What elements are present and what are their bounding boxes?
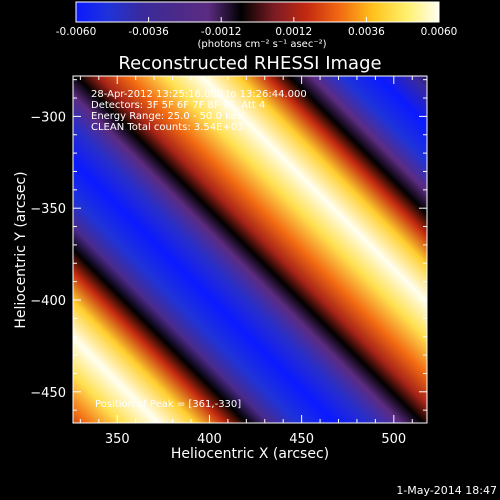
x-tick-label: 450 <box>289 432 314 447</box>
colorbar-tick-label: -0.0012 <box>201 26 242 38</box>
heatmap-image <box>73 76 427 423</box>
y-axis-title: Heliocentric Y (arcsec) <box>13 171 29 328</box>
x-tick-label: 500 <box>381 432 406 447</box>
y-axis: −300 −350 −400 −450 <box>30 79 427 411</box>
colorbar-tick-label: 0.0036 <box>348 26 385 38</box>
chart-title: Reconstructed RHESSI Image <box>118 53 381 74</box>
x-tick-label: 350 <box>105 432 130 447</box>
colorbar: -0.0060 -0.0036 -0.0012 0.0012 0.0036 0.0060 … <box>56 1 458 50</box>
info-method: CLEAN Total counts: 3.54E+03 <box>91 122 244 133</box>
plot-frame <box>72 75 428 424</box>
heatmap-stripes <box>73 76 427 423</box>
render-timestamp: 1-May-2014 18:47 <box>396 484 497 497</box>
info-block: 28-Apr-2012 13:25:16.000 to 13:26:44.000… <box>91 89 307 133</box>
colorbar-unit: (photons cm⁻² s⁻¹ asec⁻²) <box>197 39 326 50</box>
colorbar-tick-label: -0.0060 <box>56 26 97 38</box>
info-energy: Energy Range: 25.0 - 50.0 keV <box>91 111 244 122</box>
colorbar-tick-label: 0.0012 <box>275 26 312 38</box>
info-time: 28-Apr-2012 13:25:16.000 to 13:26:44.000 <box>91 89 307 100</box>
info-detectors: Detectors: 3F 5F 6F 7F 8F 9F, Att 4 <box>91 100 265 111</box>
y-tick-label: −350 <box>30 202 66 217</box>
peak-position-label: Position of Peak = [361,-330] <box>95 399 241 410</box>
colorbar-ticks: -0.0060 -0.0036 -0.0012 0.0012 0.0036 0.0060 <box>56 17 458 38</box>
y-tick-label: −450 <box>30 386 66 401</box>
colorbar-gradient <box>75 1 440 23</box>
x-axis-title: Heliocentric X (arcsec) <box>171 446 329 462</box>
colorbar-tick-label: 0.0060 <box>421 26 458 38</box>
y-tick-label: −400 <box>30 294 66 309</box>
x-axis: 350 400 450 500 <box>79 76 413 447</box>
colorbar-tick-label: -0.0036 <box>128 26 169 38</box>
x-tick-label: 400 <box>197 432 222 447</box>
y-tick-label: −300 <box>30 110 66 125</box>
